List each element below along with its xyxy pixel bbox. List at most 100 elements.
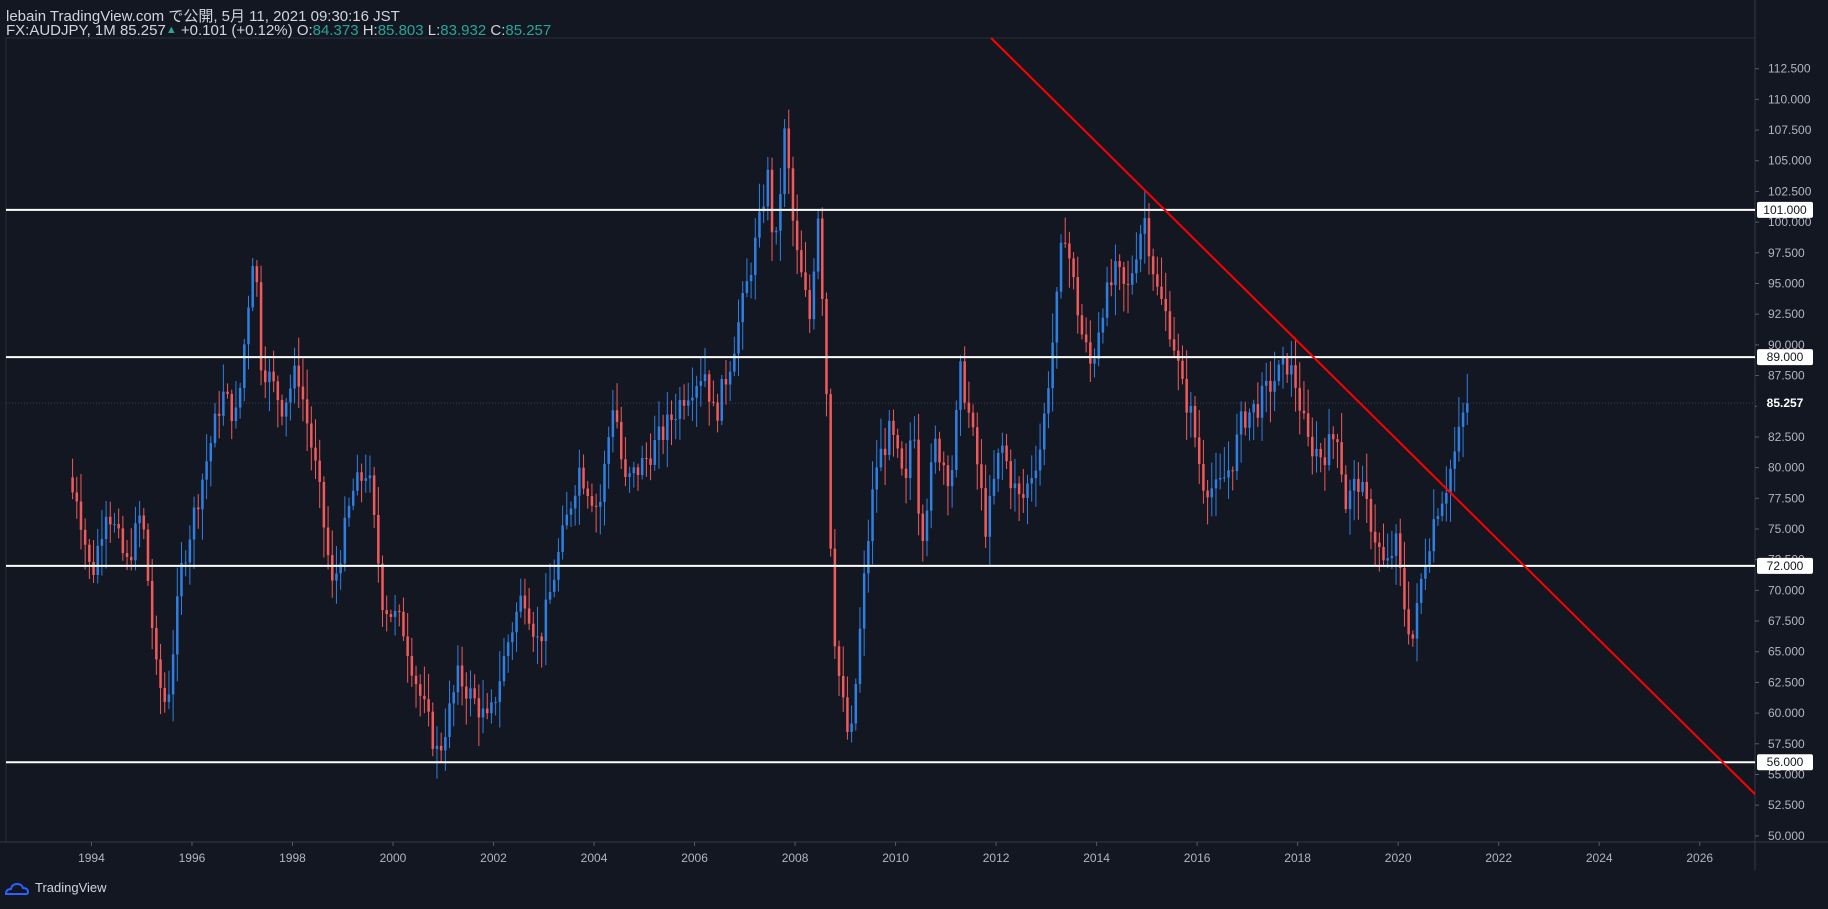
- candle-down: [670, 414, 673, 421]
- low-label: L:: [427, 22, 441, 39]
- candle-up: [1260, 385, 1264, 418]
- trend-line[interactable]: [990, 37, 1756, 795]
- candle-down: [385, 610, 388, 614]
- candle-down: [532, 623, 535, 637]
- candle-up: [875, 467, 878, 490]
- candle-up: [599, 501, 602, 507]
- x-tick-label: 1994: [78, 851, 105, 865]
- candle-down: [381, 563, 384, 611]
- level-price-tag: [1757, 557, 1813, 574]
- candle-down: [821, 218, 824, 299]
- candle-down: [301, 386, 305, 400]
- candle-down: [272, 371, 275, 382]
- candle-down: [276, 381, 280, 401]
- candle-down: [1331, 434, 1335, 440]
- candle-down: [1206, 490, 1209, 498]
- candle-up: [490, 702, 493, 714]
- y-tick-label: 97.500: [1768, 246, 1805, 260]
- candle-up: [515, 611, 518, 633]
- candle-down: [121, 528, 125, 554]
- candle-down: [1311, 436, 1314, 457]
- candle-up: [1394, 533, 1398, 556]
- candle-down: [1344, 474, 1348, 510]
- y-tick-label: 60.000: [1768, 706, 1805, 720]
- candle-down: [724, 378, 728, 385]
- candle-up: [695, 385, 698, 398]
- candle-up: [913, 439, 916, 441]
- candle-up: [1440, 503, 1444, 517]
- x-tick-label: 2018: [1284, 851, 1311, 865]
- candle-up: [850, 723, 853, 733]
- candle-up: [498, 681, 502, 702]
- symbol-label[interactable]: FX:AUDJPY, 1M: [6, 22, 116, 39]
- candle-up: [1436, 516, 1440, 520]
- candle-up: [1419, 578, 1423, 603]
- candle-up: [812, 271, 816, 320]
- candle-down: [402, 611, 405, 637]
- candle-up: [862, 573, 866, 629]
- y-tick-label: 82.500: [1768, 430, 1805, 444]
- candle-down: [1336, 439, 1339, 443]
- candle-up: [749, 275, 753, 282]
- level-price-label: 101.000: [1763, 203, 1807, 217]
- candle-down: [1197, 437, 1201, 465]
- candle-up: [1034, 470, 1038, 479]
- candle-up: [284, 402, 288, 417]
- candle-down: [427, 699, 430, 712]
- candle-up: [351, 490, 355, 506]
- candle-up: [871, 489, 874, 542]
- candle-down: [163, 687, 166, 702]
- candle-up: [1390, 555, 1394, 559]
- candle-up: [578, 467, 581, 496]
- candle-down: [226, 391, 229, 394]
- candle-up: [238, 387, 242, 408]
- candle-down: [787, 128, 791, 169]
- candle-down: [150, 580, 154, 629]
- candle-up: [934, 438, 937, 463]
- candle-down: [716, 402, 719, 421]
- candle-up: [766, 169, 770, 207]
- candle-up: [552, 579, 556, 592]
- candle-down: [305, 399, 309, 424]
- y-tick-label: 90.000: [1768, 338, 1805, 352]
- candle-up: [502, 656, 506, 682]
- candle-down: [980, 464, 983, 489]
- candle-up: [1227, 470, 1230, 478]
- candle-up: [1043, 413, 1046, 450]
- tradingview-logo[interactable]: TradingView: [4, 880, 107, 895]
- candle-down: [1151, 256, 1155, 275]
- candle-up: [1051, 342, 1054, 389]
- candle-down: [460, 665, 464, 687]
- candle-up: [1424, 565, 1427, 579]
- candle-up: [1013, 483, 1017, 489]
- high-value: 85.803: [377, 22, 424, 39]
- candle-up: [1428, 551, 1431, 566]
- candle-down: [217, 413, 221, 416]
- candle-up: [1135, 259, 1138, 274]
- candle-down: [1407, 609, 1410, 635]
- candle-down: [540, 636, 543, 642]
- candle-up: [339, 563, 342, 574]
- candle-up: [1445, 492, 1448, 504]
- candle-down: [117, 524, 120, 529]
- candle-up: [632, 467, 636, 474]
- candle-down: [1072, 258, 1075, 278]
- candle-up: [1273, 381, 1276, 392]
- candle-up: [737, 322, 740, 354]
- candle-up: [1114, 261, 1117, 286]
- x-tick-label: 2000: [380, 851, 407, 865]
- candle-down: [1076, 277, 1080, 316]
- candle-down: [833, 548, 837, 647]
- candle-down: [1373, 531, 1377, 543]
- candle-down: [377, 514, 380, 564]
- candle-down: [326, 527, 330, 556]
- candle-down: [406, 636, 409, 657]
- candle-up: [888, 420, 891, 456]
- change-value: +0.101 (+0.12%): [180, 22, 293, 39]
- candle-up: [247, 307, 250, 345]
- candle-up: [448, 703, 451, 738]
- candle-up: [569, 508, 573, 515]
- candle-down: [938, 438, 941, 463]
- candle-down: [590, 496, 594, 506]
